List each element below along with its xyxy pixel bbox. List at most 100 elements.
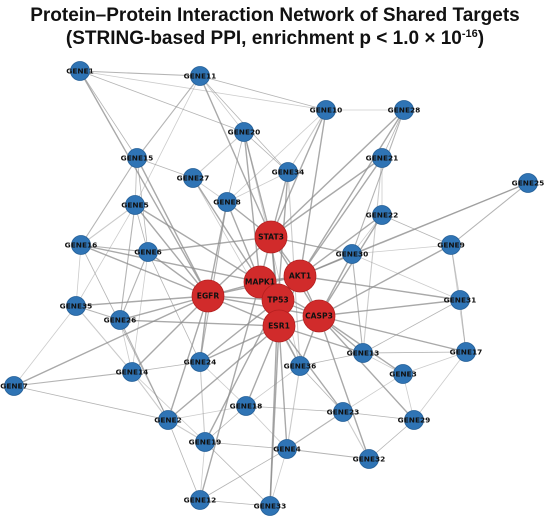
- node-circle-akt1[interactable]: [283, 259, 317, 293]
- node-gene34[interactable]: GENE34: [272, 162, 305, 182]
- node-label-gene30: GENE30: [336, 250, 369, 259]
- node-gene14[interactable]: GENE14: [116, 362, 149, 382]
- node-esr1[interactable]: ESR1: [262, 309, 296, 343]
- node-label-gene36: GENE36: [284, 362, 317, 371]
- node-circle-gene17[interactable]: [456, 342, 476, 362]
- node-gene5[interactable]: GENE5: [121, 195, 149, 215]
- node-circle-gene7[interactable]: [4, 376, 24, 396]
- node-gene24[interactable]: GENE24: [184, 352, 217, 372]
- node-gene13[interactable]: GENE13: [347, 343, 380, 363]
- node-gene10[interactable]: GENE10: [310, 100, 343, 120]
- node-circle-gene27[interactable]: [183, 168, 203, 188]
- node-circle-gene10[interactable]: [316, 100, 336, 120]
- node-gene8[interactable]: GENE8: [213, 192, 241, 212]
- node-circle-gene36[interactable]: [290, 356, 310, 376]
- node-circle-gene4[interactable]: [277, 439, 297, 459]
- node-circle-gene25[interactable]: [518, 173, 538, 193]
- node-circle-gene2[interactable]: [158, 410, 178, 430]
- node-gene11[interactable]: GENE11: [184, 66, 217, 86]
- node-gene26[interactable]: GENE26: [104, 310, 137, 330]
- node-gene22[interactable]: GENE22: [366, 205, 399, 225]
- node-gene20[interactable]: GENE20: [228, 122, 261, 142]
- node-gene32[interactable]: GENE32: [353, 449, 386, 469]
- node-circle-gene21[interactable]: [372, 148, 392, 168]
- node-circle-gene12[interactable]: [190, 490, 210, 510]
- node-stat3[interactable]: STAT3: [254, 220, 288, 254]
- node-gene16[interactable]: GENE16: [65, 235, 98, 255]
- node-circle-gene26[interactable]: [110, 310, 130, 330]
- edge-gene21-akt1: [299, 157, 383, 277]
- node-circle-gene24[interactable]: [190, 352, 210, 372]
- node-circle-gene5[interactable]: [125, 195, 145, 215]
- node-circle-gene1[interactable]: [70, 61, 90, 81]
- node-circle-gene29[interactable]: [404, 410, 424, 430]
- node-circle-gene23[interactable]: [333, 402, 353, 422]
- edge-gene32-casp3: [318, 315, 370, 460]
- node-gene9[interactable]: GENE9: [437, 235, 465, 255]
- node-gene15[interactable]: GENE15: [121, 148, 154, 168]
- node-akt1[interactable]: AKT1: [283, 259, 317, 293]
- node-gene36[interactable]: GENE36: [284, 356, 317, 376]
- edge-gene18-gene4: [245, 405, 288, 450]
- node-circle-stat3[interactable]: [254, 220, 288, 254]
- node-circle-esr1[interactable]: [262, 309, 296, 343]
- node-gene29[interactable]: GENE29: [398, 410, 431, 430]
- edge-gene11-stat3: [199, 75, 272, 238]
- node-circle-gene34[interactable]: [278, 162, 298, 182]
- node-gene28[interactable]: GENE28: [388, 100, 421, 120]
- node-gene30[interactable]: GENE30: [336, 244, 369, 264]
- node-gene6[interactable]: GENE6: [134, 242, 162, 262]
- node-gene4[interactable]: GENE4: [273, 439, 301, 459]
- node-gene33[interactable]: GENE33: [254, 496, 287, 516]
- node-label-gene19: GENE19: [189, 438, 222, 447]
- node-gene21[interactable]: GENE21: [366, 148, 399, 168]
- node-gene7[interactable]: GENE7: [0, 376, 28, 396]
- node-circle-gene14[interactable]: [122, 362, 142, 382]
- node-label-gene33: GENE33: [254, 502, 287, 511]
- node-gene31[interactable]: GENE31: [444, 290, 477, 310]
- node-gene25[interactable]: GENE25: [512, 173, 545, 193]
- node-circle-egfr[interactable]: [191, 279, 225, 313]
- node-circle-gene8[interactable]: [217, 192, 237, 212]
- node-gene17[interactable]: GENE17: [450, 342, 483, 362]
- node-circle-gene19[interactable]: [195, 432, 215, 452]
- node-gene3[interactable]: GENE3: [389, 364, 417, 384]
- node-circle-gene20[interactable]: [234, 122, 254, 142]
- node-circle-gene35[interactable]: [66, 296, 86, 316]
- node-circle-gene13[interactable]: [353, 343, 373, 363]
- node-label-gene6: GENE6: [134, 248, 162, 257]
- node-circle-gene22[interactable]: [372, 205, 392, 225]
- node-label-gene22: GENE22: [366, 211, 399, 220]
- edge-gene4-gene33: [269, 448, 288, 507]
- node-circle-gene32[interactable]: [359, 449, 379, 469]
- node-label-gene5: GENE5: [121, 201, 149, 210]
- node-gene35[interactable]: GENE35: [60, 296, 93, 316]
- node-circle-gene18[interactable]: [236, 396, 256, 416]
- node-circle-gene16[interactable]: [71, 235, 91, 255]
- node-circle-gene11[interactable]: [190, 66, 210, 86]
- node-gene19[interactable]: GENE19: [189, 432, 222, 452]
- node-gene1[interactable]: GENE1: [66, 61, 94, 81]
- node-label-gene1: GENE1: [66, 67, 94, 76]
- node-circle-gene31[interactable]: [450, 290, 470, 310]
- node-gene27[interactable]: GENE27: [177, 168, 210, 188]
- node-gene12[interactable]: GENE12: [184, 490, 217, 510]
- node-circle-casp3[interactable]: [302, 299, 336, 333]
- node-gene18[interactable]: GENE18: [230, 396, 263, 416]
- edge-gene14-gene7: [13, 371, 133, 387]
- node-label-gene11: GENE11: [184, 72, 217, 81]
- node-casp3[interactable]: CASP3: [302, 299, 336, 333]
- node-label-gene25: GENE25: [512, 179, 545, 188]
- node-circle-gene9[interactable]: [441, 235, 461, 255]
- node-circle-gene28[interactable]: [394, 100, 414, 120]
- node-circle-gene33[interactable]: [260, 496, 280, 516]
- edge-gene21-gene13: [362, 157, 383, 354]
- node-gene2[interactable]: GENE2: [154, 410, 182, 430]
- node-circle-gene15[interactable]: [127, 148, 147, 168]
- node-circle-gene6[interactable]: [138, 242, 158, 262]
- edge-gene28-stat3: [270, 109, 405, 238]
- node-circle-gene3[interactable]: [393, 364, 413, 384]
- node-circle-gene30[interactable]: [342, 244, 362, 264]
- node-gene23[interactable]: GENE23: [327, 402, 360, 422]
- node-egfr[interactable]: EGFR: [191, 279, 225, 313]
